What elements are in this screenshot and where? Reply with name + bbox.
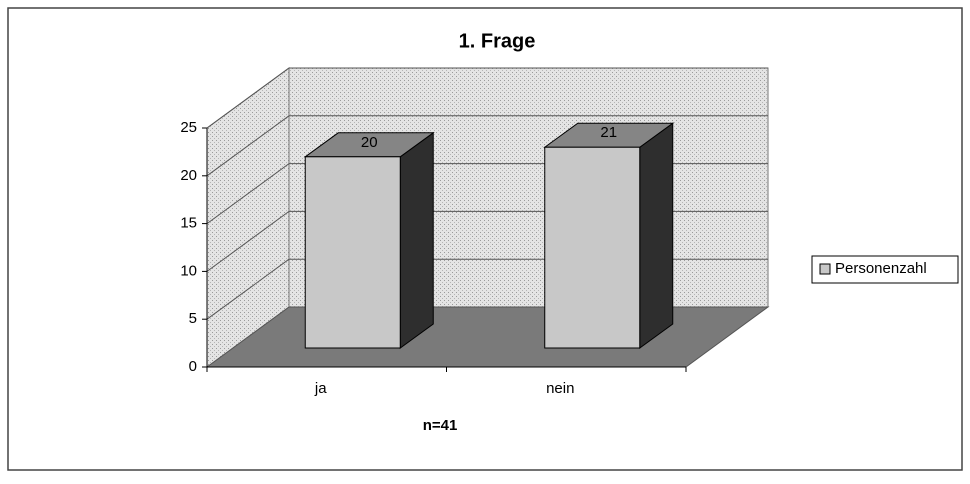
y-tick-label: 15 xyxy=(180,215,197,232)
x-tick-label: ja xyxy=(314,380,327,397)
grid-line xyxy=(206,210,290,272)
legend xyxy=(811,255,959,284)
grid-line xyxy=(206,163,290,225)
data-label: 21 xyxy=(600,124,617,141)
bar xyxy=(544,146,641,349)
y-tick-label: 10 xyxy=(180,262,197,279)
x-tick-label: nein xyxy=(546,380,574,397)
legend-swatch xyxy=(819,263,831,275)
grid-line xyxy=(206,258,290,320)
y-tick-label: 20 xyxy=(180,167,197,184)
bar-side xyxy=(639,122,674,349)
data-label: 20 xyxy=(361,134,378,151)
floor xyxy=(205,306,770,368)
y-tick-label: 0 xyxy=(189,358,197,375)
y-tick-label: 5 xyxy=(189,310,197,327)
grid-line xyxy=(206,67,290,129)
x-axis-label: n=41 xyxy=(423,417,458,434)
legend-label: Personenzahl xyxy=(835,260,927,277)
y-tick-label: 25 xyxy=(180,119,197,136)
chart-title: 1. Frage xyxy=(459,30,536,52)
legend-box xyxy=(811,255,959,284)
bar xyxy=(304,156,401,349)
plot-area xyxy=(205,67,770,368)
grid-line xyxy=(206,115,290,177)
bar-side xyxy=(399,131,434,349)
